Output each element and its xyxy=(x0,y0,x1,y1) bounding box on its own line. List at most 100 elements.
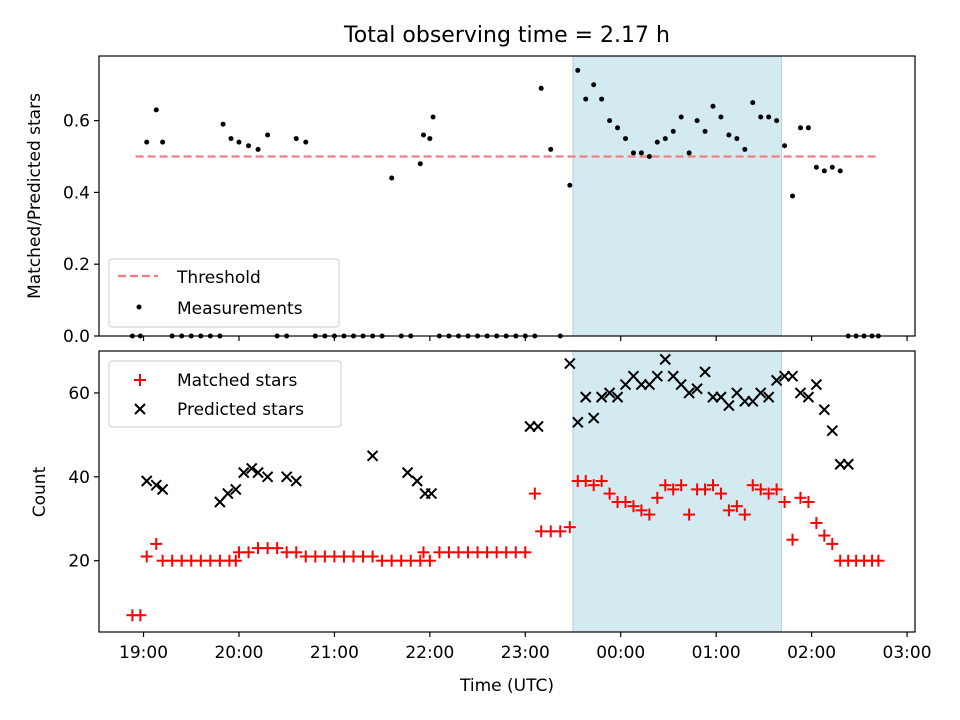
measurements-point xyxy=(646,154,652,160)
measurements-point xyxy=(790,193,796,199)
predicted-stars-point xyxy=(580,391,592,403)
measurements-point xyxy=(246,143,252,149)
predicted-stars-point xyxy=(691,383,703,395)
matched-stars-point xyxy=(643,508,656,521)
matched-stars-point xyxy=(229,554,242,567)
matched-stars-point xyxy=(519,546,532,559)
y-tick-label: 20 xyxy=(68,552,90,572)
measurements-point xyxy=(670,128,676,134)
measurements-point xyxy=(726,132,732,138)
matched-stars-point xyxy=(826,537,839,550)
matched-stars-point xyxy=(786,533,799,546)
predicted-stars-point xyxy=(572,416,584,429)
measurements-point xyxy=(303,139,309,145)
matched-stars-point xyxy=(417,546,430,559)
measurements-point xyxy=(774,118,780,124)
measurements-point xyxy=(821,168,827,174)
predicted-stars-point xyxy=(818,404,831,416)
predicted-stars-point xyxy=(156,483,169,496)
matched-stars-point xyxy=(738,508,751,521)
figure-title: Total observing time = 2.17 h xyxy=(343,23,670,48)
predicted-stars-point xyxy=(826,424,838,437)
ratio-y-axis-label: Matched/Predicted stars xyxy=(25,93,45,299)
matched-stars-point xyxy=(683,508,696,521)
measurements-point xyxy=(654,139,660,145)
ratio-shaded-span xyxy=(572,55,782,337)
matched-stars-point xyxy=(675,479,688,492)
matched-stars-point xyxy=(810,516,823,529)
threshold-legend-label: Threshold xyxy=(176,268,261,288)
matched-stars-point xyxy=(134,609,147,622)
matched-stars-point xyxy=(746,479,759,492)
measurements-point xyxy=(430,114,436,120)
matched-stars-point xyxy=(706,479,719,492)
matched-stars-point xyxy=(587,479,600,492)
x-tick-label: 20:00 xyxy=(214,643,263,663)
measurements-point xyxy=(607,118,613,124)
matched-stars-point xyxy=(290,546,303,559)
predicted-stars-point xyxy=(611,391,624,403)
measurements-legend-swatch xyxy=(136,304,142,310)
predicted-stars-point xyxy=(794,387,807,399)
matched-stars-point xyxy=(595,475,608,488)
measurements-point xyxy=(153,107,159,113)
predicted-stars-point xyxy=(280,471,293,483)
predicted-stars-point xyxy=(762,391,775,403)
measurements-point xyxy=(718,114,724,120)
predicted-stars-point xyxy=(222,487,234,500)
predicted-stars-point xyxy=(755,387,767,399)
x-axis-label: Time (UTC) xyxy=(459,676,554,696)
measurements-point xyxy=(710,103,716,109)
measurements-point xyxy=(583,96,589,102)
x-tick-label: 19:00 xyxy=(119,643,168,663)
measurements-point xyxy=(797,125,803,131)
predicted-stars-point xyxy=(564,357,576,370)
matched-stars-point xyxy=(699,483,712,496)
measurements-point xyxy=(766,114,772,120)
predicted-stars-point xyxy=(230,483,242,496)
predicted-stars-point xyxy=(699,366,711,378)
predicted-stars-point xyxy=(810,378,823,391)
matched-stars-point xyxy=(242,546,255,559)
matched-stars-point xyxy=(528,487,541,500)
measurements-point xyxy=(615,125,621,131)
measurements-point xyxy=(220,121,226,127)
measurements-point xyxy=(144,139,150,145)
matched-stars-point xyxy=(554,525,567,538)
predicted-stars-point xyxy=(238,466,250,479)
ratio-legend: Threshold Measurements xyxy=(108,258,340,328)
predicted-stars-point xyxy=(290,475,302,487)
measurements-point xyxy=(758,114,764,120)
predicted-stars-point xyxy=(261,471,274,483)
matched-stars-point xyxy=(818,529,831,542)
predicted-stars-point xyxy=(252,466,264,479)
predicted-stars-point xyxy=(770,374,783,387)
measurements-point xyxy=(160,139,166,145)
matched-stars-point xyxy=(794,491,807,504)
predicted-stars-point xyxy=(141,475,153,487)
measurements-point xyxy=(265,132,271,138)
measurements-point xyxy=(813,164,819,170)
y-tick-label: 0.2 xyxy=(63,255,90,275)
measurements-point xyxy=(591,82,597,88)
predicted-stars-point xyxy=(401,466,414,479)
measurements-point xyxy=(734,136,740,142)
predicted-stars-point xyxy=(245,462,258,475)
measurements-point xyxy=(228,136,234,142)
matched-stars-point xyxy=(563,521,576,534)
measurements-point xyxy=(662,136,668,142)
matched-stars-point xyxy=(423,554,436,567)
measurements-point xyxy=(293,136,299,142)
x-tick-label: 02:00 xyxy=(787,643,836,663)
count-axes-frame xyxy=(98,350,916,633)
x-tick-label: 00:00 xyxy=(596,643,645,663)
matched-stars-point xyxy=(627,500,640,513)
measurements-point xyxy=(538,85,544,91)
measurements-point xyxy=(548,146,554,152)
measurements-point xyxy=(742,146,748,152)
matched-stars-point xyxy=(579,475,592,488)
y-tick-label: 60 xyxy=(68,384,90,404)
measurements-point xyxy=(420,132,426,138)
measurements-point xyxy=(236,139,242,145)
